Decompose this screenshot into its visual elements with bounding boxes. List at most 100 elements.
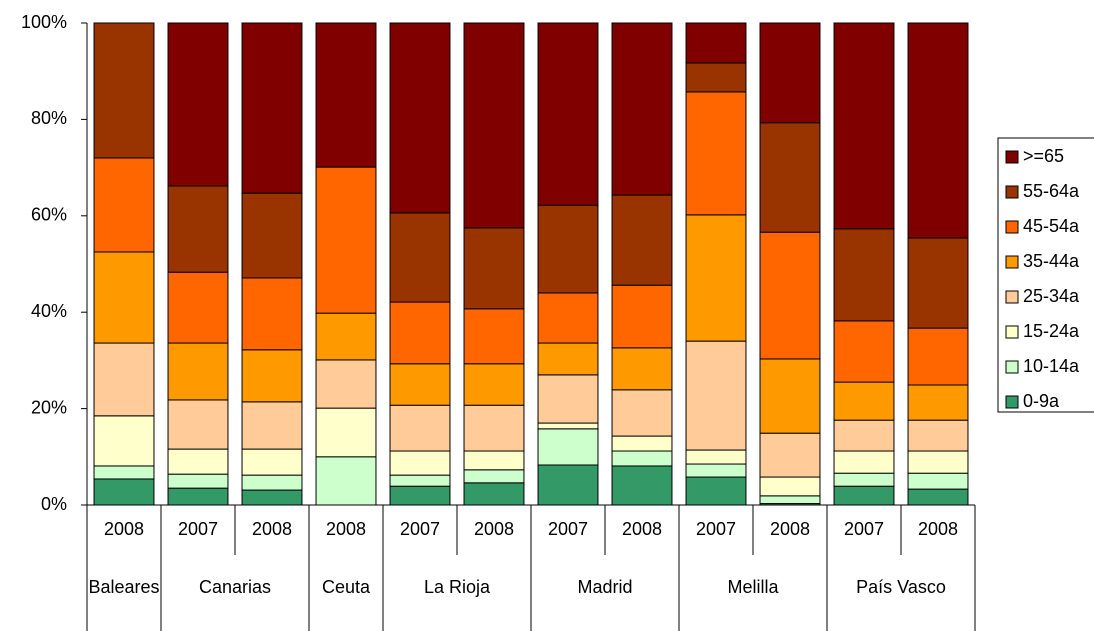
y-tick-label: 80% — [31, 108, 67, 128]
group-label: Baleares — [88, 577, 159, 597]
group-label: Ceuta — [322, 577, 371, 597]
bar-segment — [833, 228, 895, 322]
bar-segment — [537, 342, 599, 376]
bar-segment — [241, 277, 303, 351]
bar-segment — [907, 488, 969, 506]
bar-segment — [463, 469, 525, 484]
bar-segment — [537, 464, 599, 506]
bar-segment — [167, 399, 229, 450]
bar-segment — [759, 122, 821, 233]
bar-segment — [93, 465, 155, 480]
bar-segment — [167, 22, 229, 187]
legend-swatch — [1005, 395, 1019, 409]
y-tick-label: 0% — [41, 494, 67, 514]
bar-segment — [463, 363, 525, 406]
y-tick-label: 60% — [31, 205, 67, 225]
x-tick-label: 2008 — [474, 519, 514, 539]
legend-label: 25-34a — [1023, 286, 1080, 306]
bar-segment — [241, 401, 303, 450]
bar-segment — [907, 450, 969, 474]
group-label: Madrid — [577, 577, 632, 597]
bar-segment — [833, 485, 895, 506]
bar-segment — [241, 448, 303, 476]
bar-segment — [685, 340, 747, 451]
legend-swatch — [1005, 255, 1019, 269]
bar-segment — [93, 251, 155, 344]
bar-segment — [167, 487, 229, 506]
bar-segment — [315, 312, 377, 361]
bar-segment — [611, 194, 673, 286]
bar-segment — [759, 432, 821, 478]
bar-segment — [611, 465, 673, 506]
bar-segment — [463, 450, 525, 471]
bar-segment — [389, 474, 451, 487]
bar-segment — [759, 476, 821, 497]
legend-label: 45-54a — [1023, 216, 1080, 236]
bar-segment — [167, 342, 229, 401]
bar-segment — [389, 212, 451, 303]
x-tick-label: 2008 — [622, 519, 662, 539]
y-tick-label: 40% — [31, 301, 67, 321]
bar-segment — [685, 463, 747, 478]
x-tick-label: 2008 — [104, 519, 144, 539]
bar-segment — [611, 347, 673, 391]
bar-segment — [241, 474, 303, 491]
x-tick-label: 2008 — [252, 519, 292, 539]
bar-segment — [93, 342, 155, 417]
bar-segment — [389, 22, 451, 214]
group-label: Canarias — [199, 577, 271, 597]
bar-segment — [167, 271, 229, 344]
bar-segment — [907, 419, 969, 452]
group-label: Melilla — [727, 577, 779, 597]
bar-segment — [685, 214, 747, 342]
bar-segment — [611, 389, 673, 437]
bar-segment — [611, 435, 673, 452]
legend-swatch — [1005, 325, 1019, 339]
legend-swatch — [1005, 290, 1019, 304]
legend-swatch — [1005, 360, 1019, 374]
bar-segment — [685, 476, 747, 506]
bar-segment — [315, 407, 377, 458]
bar-segment — [389, 485, 451, 506]
bar-segment — [167, 185, 229, 273]
bar-segment — [907, 472, 969, 490]
bar-segment — [315, 166, 377, 314]
bar-segment — [389, 363, 451, 406]
bar-segment — [167, 448, 229, 475]
bar-segment — [611, 450, 673, 467]
x-tick-label: 2008 — [770, 519, 810, 539]
bar-segment — [537, 374, 599, 424]
bar-segment — [389, 450, 451, 476]
legend-label: 55-64a — [1023, 181, 1080, 201]
x-tick-label: 2008 — [326, 519, 366, 539]
x-tick-label: 2007 — [178, 519, 218, 539]
bar-segment — [759, 495, 821, 505]
bar-segment — [685, 62, 747, 93]
legend-label: 15-24a — [1023, 321, 1080, 341]
legend-label: 35-44a — [1023, 251, 1080, 271]
group-label: La Rioja — [424, 577, 491, 597]
bar-segment — [833, 22, 895, 230]
group-label: País Vasco — [856, 577, 946, 597]
bar-segment — [833, 320, 895, 383]
bar-segment — [241, 489, 303, 506]
bar-segment — [685, 449, 747, 465]
bar-segment — [315, 456, 377, 506]
bar-segment — [537, 22, 599, 206]
bar-segment — [315, 22, 377, 168]
x-tick-label: 2007 — [844, 519, 884, 539]
y-tick-label: 20% — [31, 397, 67, 417]
legend-label: 10-14a — [1023, 356, 1080, 376]
legend-swatch — [1005, 185, 1019, 199]
bar-segment — [241, 192, 303, 279]
bar-segment — [685, 22, 747, 64]
bar-segment — [537, 292, 599, 344]
bar-segment — [389, 301, 451, 365]
bar-segment — [685, 91, 747, 216]
bar-segment — [241, 22, 303, 194]
bar-segment — [315, 359, 377, 409]
bar-segment — [93, 478, 155, 506]
bar-segment — [611, 22, 673, 196]
bar-segment — [167, 473, 229, 489]
legend-label: 0-9a — [1023, 391, 1060, 411]
